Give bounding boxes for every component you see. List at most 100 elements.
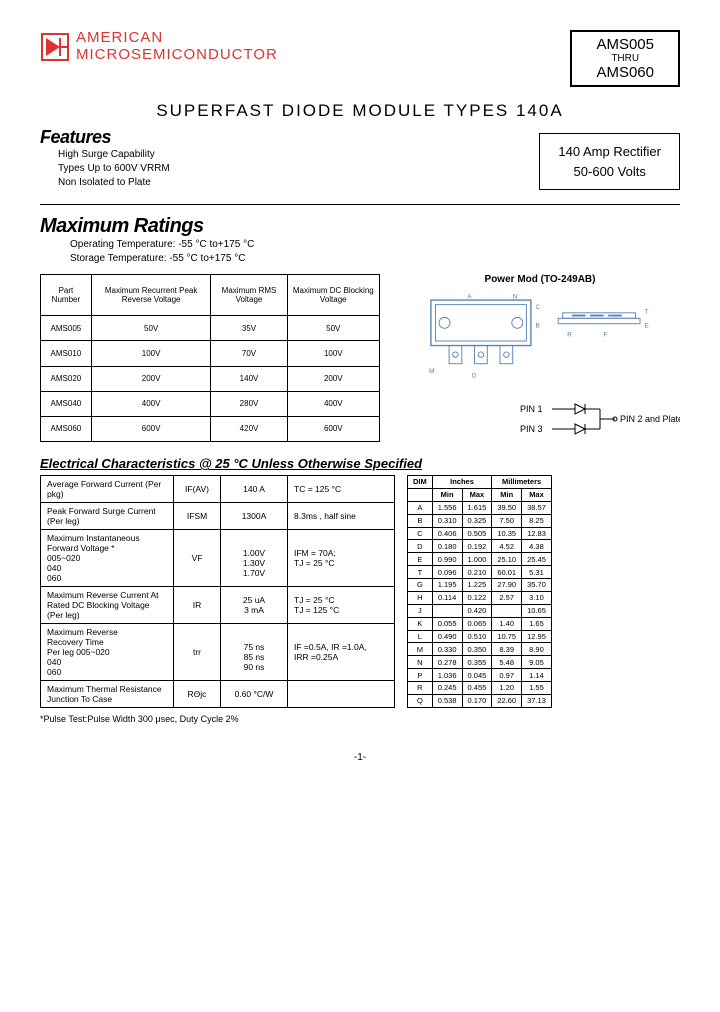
- table-cell: L: [408, 630, 433, 643]
- table-cell: 39.50: [492, 501, 522, 514]
- table-cell: 200V: [91, 366, 211, 391]
- table-cell: 1.55: [522, 682, 552, 695]
- header-row: AMERICAN MICROSEMICONDUCTOR AMS005 THRU …: [40, 30, 680, 87]
- table-cell: IFM = 70A; TJ = 25 °C: [288, 530, 395, 587]
- table-cell: AMS005: [41, 316, 92, 341]
- table-cell: 75 ns 85 ns 90 ns: [221, 624, 288, 681]
- table-cell: 0.192: [462, 540, 492, 553]
- svg-text:C: C: [535, 304, 540, 311]
- table-cell: 5.31: [522, 566, 552, 579]
- table-cell: 27.90: [492, 579, 522, 592]
- table-cell: 1.195: [432, 579, 462, 592]
- svg-text:A: A: [467, 293, 472, 300]
- table-cell: IR: [174, 587, 221, 624]
- table-cell: 1.14: [522, 669, 552, 682]
- table-cell: 100V: [287, 341, 379, 366]
- table-cell: 12.95: [522, 630, 552, 643]
- features-list: High Surge Capability Types Up to 600V V…: [40, 148, 539, 190]
- table-row: D0.1800.1924.524.38: [408, 540, 552, 553]
- temps: Operating Temperature: -55 °C to+175 °C …: [40, 238, 680, 266]
- table-cell: M: [408, 643, 433, 656]
- table-header-row: Min Max Min Max: [408, 488, 552, 501]
- table-row: Q0.5380.17022.6037.13: [408, 694, 552, 707]
- elec-flex: Average Forward Current (Per pkg)IF(AV)1…: [40, 475, 680, 708]
- table-cell: 0.096: [432, 566, 462, 579]
- table-cell: 1.036: [432, 669, 462, 682]
- table-cell: Maximum Reverse Recovery Time Per leg 00…: [41, 624, 174, 681]
- table-cell: T: [408, 566, 433, 579]
- table-cell: 400V: [91, 391, 211, 416]
- table-cell: 37.13: [522, 694, 552, 707]
- part-thru: THRU: [596, 53, 654, 64]
- max-ratings-block: Maximum Ratings Operating Temperature: -…: [40, 215, 680, 266]
- table-row: L0.4900.51010.7512.95: [408, 630, 552, 643]
- part-bot: AMS060: [596, 64, 654, 81]
- table-cell: 420V: [211, 416, 287, 441]
- rectifier-line2: 50-600 Volts: [558, 162, 661, 182]
- table-cell: 12.83: [522, 527, 552, 540]
- table-cell: 8.90: [522, 643, 552, 656]
- col-header: Inches: [432, 476, 492, 489]
- table-cell: 8.39: [492, 643, 522, 656]
- table-cell: G: [408, 579, 433, 592]
- col-header: Millimeters: [492, 476, 552, 489]
- table-row: H0.1140.1222.573.10: [408, 591, 552, 604]
- table-row: K0.0550.0651.401.65: [408, 617, 552, 630]
- table-cell: IF =0.5A, IR =1.0A, IRR =0.25A: [288, 624, 395, 681]
- footnote: *Pulse Test:Pulse Width 300 μsec, Duty C…: [40, 714, 680, 724]
- features-header: Features: [40, 127, 539, 148]
- part-top: AMS005: [596, 36, 654, 53]
- ratings-table: Part Number Maximum Recurrent Peak Rever…: [40, 274, 380, 442]
- table-cell: 8.3ms , half sine: [288, 503, 395, 530]
- table-cell: 0.538: [432, 694, 462, 707]
- table-cell: 0.990: [432, 553, 462, 566]
- package-block: Power Mod (TO-249AB) M D A N C B: [400, 274, 680, 442]
- op-temp: Operating Temperature: -55 °C to+175 °C: [70, 238, 680, 252]
- table-cell: 1.00V 1.30V 1.70V: [221, 530, 288, 587]
- table-cell: VF: [174, 530, 221, 587]
- table-cell: 25 uA 3 mA: [221, 587, 288, 624]
- logo-block: AMERICAN MICROSEMICONDUCTOR: [40, 30, 278, 63]
- table-row: T0.0960.21060.015.31: [408, 566, 552, 579]
- table-cell: TJ = 25 °C TJ = 125 °C: [288, 587, 395, 624]
- table-cell: E: [408, 553, 433, 566]
- table-cell: 1300A: [221, 503, 288, 530]
- table-cell: Q: [408, 694, 433, 707]
- rectifier-line1: 140 Amp Rectifier: [558, 142, 661, 162]
- table-cell: 70V: [211, 341, 287, 366]
- part-number-box: AMS005 THRU AMS060: [570, 30, 680, 87]
- svg-text:R: R: [567, 331, 572, 338]
- table-row: Maximum Instantaneous Forward Voltage * …: [41, 530, 395, 587]
- table-cell: 0.170: [462, 694, 492, 707]
- table-cell: IF(AV): [174, 476, 221, 503]
- table-cell: 4.38: [522, 540, 552, 553]
- col-header: Min: [432, 488, 462, 501]
- svg-text:D: D: [472, 372, 477, 379]
- table-row: G1.1951.22527.9035.70: [408, 579, 552, 592]
- table-cell: RΘjc: [174, 681, 221, 708]
- package-title: Power Mod (TO-249AB): [400, 274, 680, 285]
- table-cell: 35V: [211, 316, 287, 341]
- table-cell: N: [408, 656, 433, 669]
- table-row: C0.4060.50510.3512.83: [408, 527, 552, 540]
- table-row: N0.2780.3555.489.05: [408, 656, 552, 669]
- table-row: R0.2450.4551.201.55: [408, 682, 552, 695]
- elec-table: Average Forward Current (Per pkg)IF(AV)1…: [40, 475, 395, 708]
- table-cell: 10.35: [492, 527, 522, 540]
- feature-item: Non Isolated to Plate: [58, 176, 539, 190]
- table-cell: 1.65: [522, 617, 552, 630]
- rectifier-box: 140 Amp Rectifier 50-600 Volts: [539, 133, 680, 190]
- table-cell: [432, 604, 462, 617]
- table-cell: 10.65: [522, 604, 552, 617]
- table-cell: 35.70: [522, 579, 552, 592]
- table-cell: 0.065: [462, 617, 492, 630]
- table-cell: 400V: [287, 391, 379, 416]
- table-cell: P: [408, 669, 433, 682]
- table-cell: 0.278: [432, 656, 462, 669]
- table-cell: 600V: [91, 416, 211, 441]
- table-row: AMS040400V280V400V: [41, 391, 380, 416]
- table-row: M0.3300.3508.398.90: [408, 643, 552, 656]
- datasheet-page: AMERICAN MICROSEMICONDUCTOR AMS005 THRU …: [0, 0, 720, 1012]
- table-cell: 0.210: [462, 566, 492, 579]
- table-row: E0.9901.00025.1025.45: [408, 553, 552, 566]
